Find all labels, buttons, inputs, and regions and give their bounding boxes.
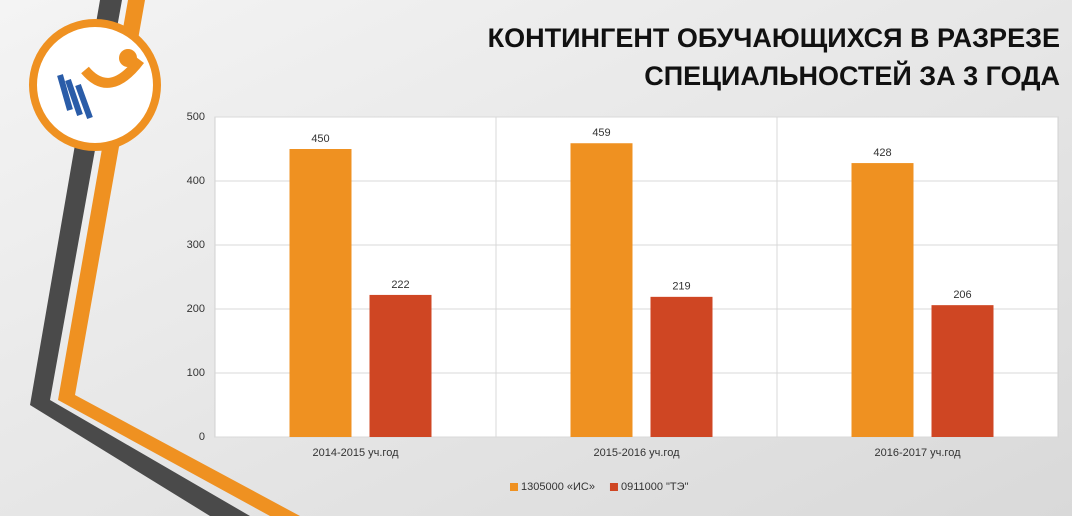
legend-label: 1305000 «ИС» (521, 481, 595, 493)
bar (651, 297, 713, 437)
bar (571, 143, 633, 437)
data-label: 450 (311, 133, 329, 145)
bar (852, 163, 914, 437)
bar (370, 295, 432, 437)
chart-title: КОНТИНГЕНТ ОБУЧАЮЩИХСЯ В РАЗРЕЗЕ (488, 23, 1060, 53)
x-tick-label: 2014-2015 уч.год (312, 447, 399, 459)
data-label: 428 (873, 147, 891, 159)
data-label: 222 (391, 279, 409, 291)
bar (932, 305, 994, 437)
legend-swatch (610, 483, 618, 491)
bar (290, 149, 352, 437)
y-tick-label: 400 (187, 175, 205, 187)
data-label: 459 (592, 127, 610, 139)
y-tick-label: 100 (187, 367, 205, 379)
y-tick-label: 300 (187, 239, 205, 251)
logo (33, 23, 157, 147)
y-tick-label: 200 (187, 303, 205, 315)
y-tick-label: 500 (187, 111, 205, 123)
data-label: 206 (953, 289, 971, 301)
data-label: 219 (672, 281, 690, 293)
slide: КОНТИНГЕНТ ОБУЧАЮЩИХСЯ В РАЗРЕЗЕ СПЕЦИАЛ… (0, 0, 1072, 516)
chart-title: СПЕЦИАЛЬНОСТЕЙ ЗА 3 ГОДА (644, 60, 1060, 91)
logo-mark (119, 49, 137, 67)
x-tick-label: 2015-2016 уч.год (593, 447, 680, 459)
legend-label: 0911000 "ТЭ" (621, 481, 689, 493)
x-tick-label: 2016-2017 уч.год (874, 447, 961, 459)
legend-swatch (510, 483, 518, 491)
y-tick-label: 0 (199, 431, 205, 443)
